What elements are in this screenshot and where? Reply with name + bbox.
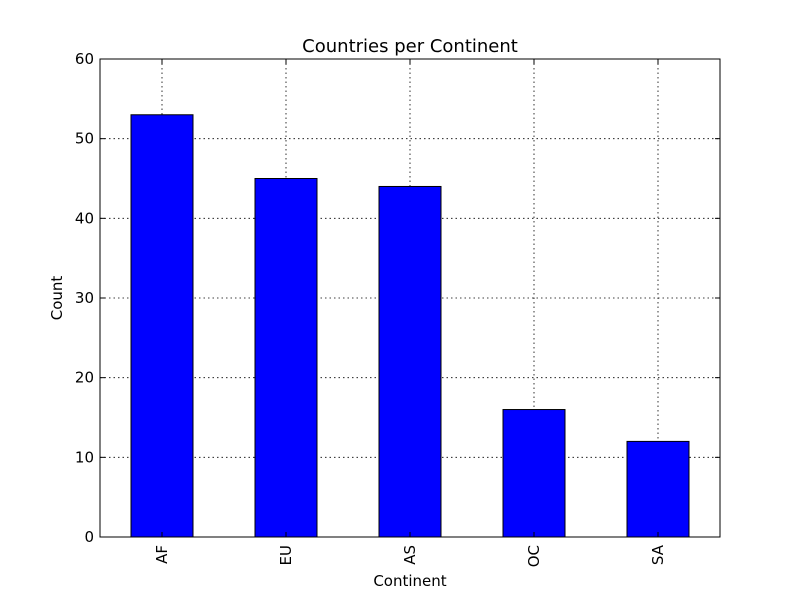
y-tick-label: 40 [75,209,94,227]
axis-ticks: 0 10 20 30 40 50 60 AF EU AS OC SA [75,50,720,567]
y-axis-label: Count [48,276,66,321]
x-tick-label: AF [153,545,171,564]
bar-sa [626,440,690,538]
chart-title: Countries per Continent [302,36,518,57]
x-tick-label: EU [277,545,295,565]
y-tick-label: 10 [75,448,94,466]
y-tick-label: 50 [75,130,94,148]
y-tick-label: 60 [75,50,94,68]
x-axis-label: Continent [373,572,446,590]
y-tick-label: 0 [84,528,94,546]
bar-as [378,185,442,538]
bar-oc [502,409,566,538]
y-tick-label: 30 [75,289,94,307]
bar-af [130,114,194,538]
x-tick-label: SA [649,544,667,565]
x-tick-label: AS [401,545,419,565]
y-tick-label: 20 [75,369,94,387]
x-tick-label: OC [525,545,543,567]
bar-eu [254,178,318,538]
bars [130,114,690,538]
